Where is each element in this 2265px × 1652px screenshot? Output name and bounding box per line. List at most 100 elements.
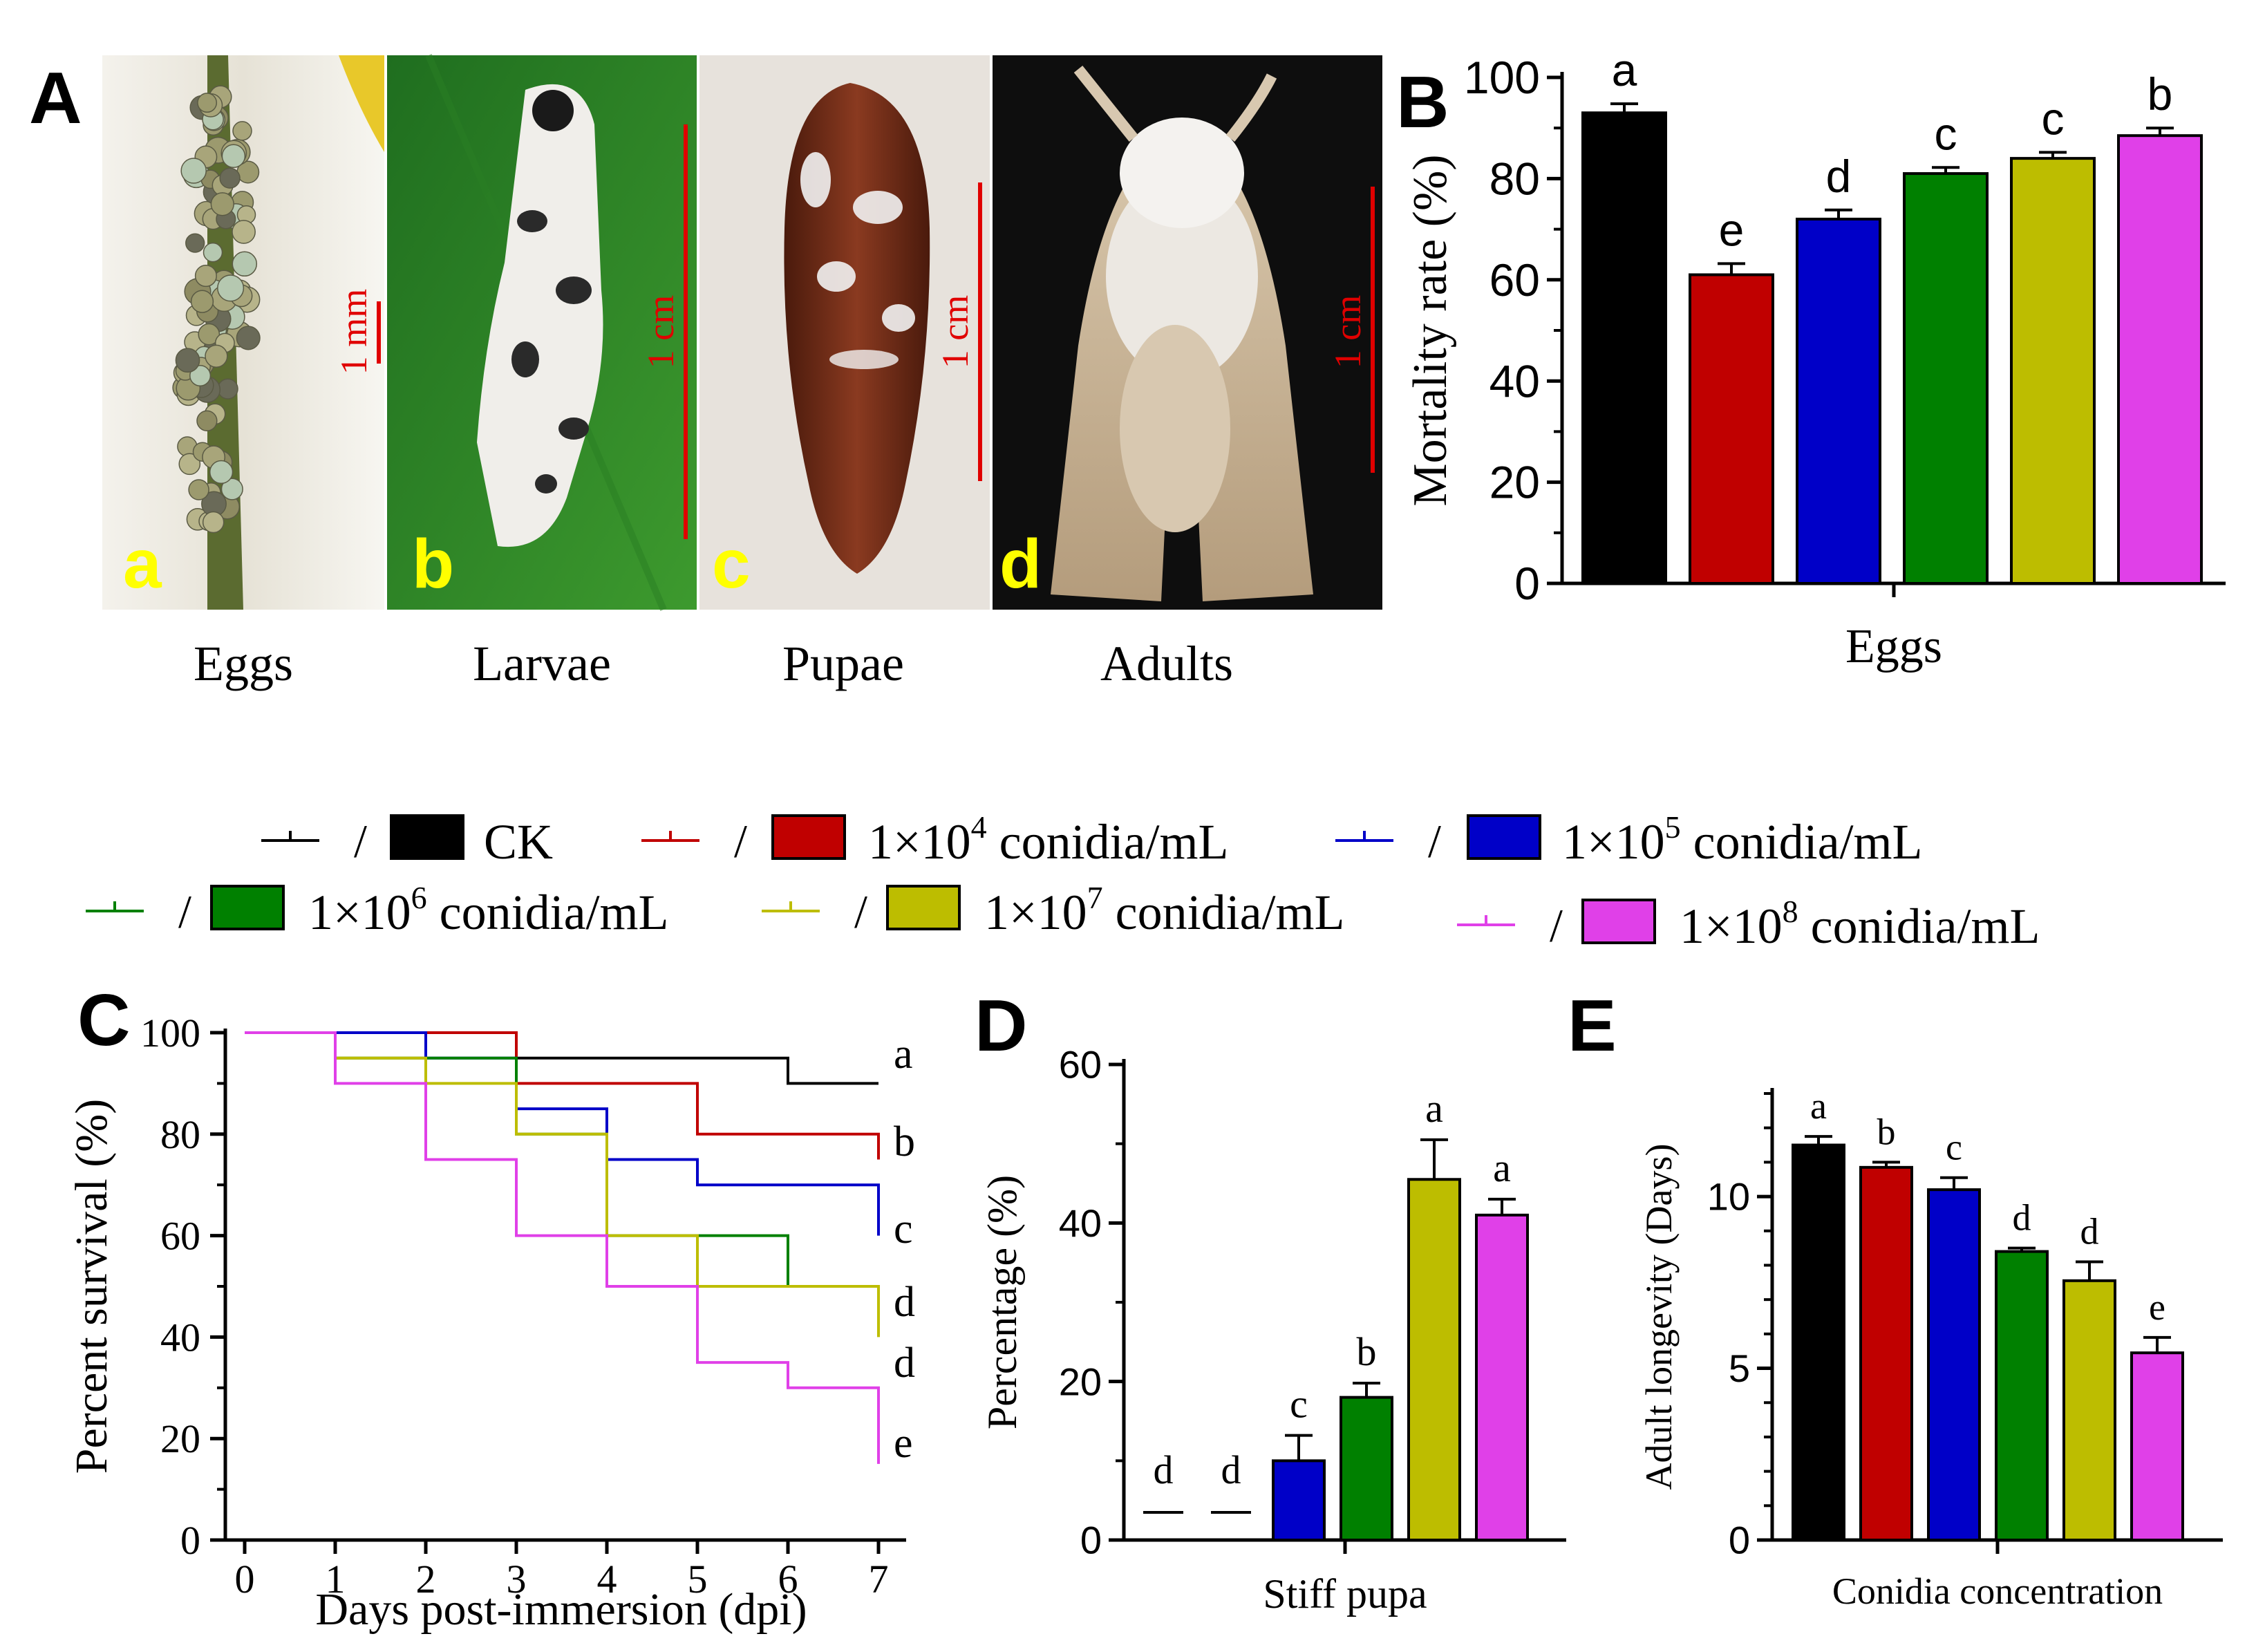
bar (2010, 157, 2096, 585)
legend-label: CK (484, 814, 553, 870)
significance-letter: c (1946, 1127, 1962, 1168)
egg (221, 144, 246, 169)
bar (2130, 1351, 2184, 1541)
legend-slash: / (1428, 815, 1441, 867)
bar (1927, 1188, 1981, 1541)
legend-slash: / (1550, 899, 1563, 952)
survival-line (245, 1031, 880, 1160)
egg (220, 478, 243, 500)
legend-unit: conidia/mL (427, 885, 669, 940)
significance-letter: c (894, 1205, 913, 1252)
photo-caption-larvae: Larvae (473, 636, 611, 691)
legend-slash: / (354, 815, 367, 867)
egg (185, 233, 205, 253)
x-tick-label: 1 (326, 1557, 346, 1602)
significance-letter: b (1357, 1329, 1377, 1374)
egg (203, 242, 223, 263)
egg (198, 323, 220, 346)
legend-unit: conidia/mL (1103, 885, 1345, 940)
legend-exponent: 5 (1665, 809, 1681, 845)
y-tick-label: 40 (160, 1315, 200, 1360)
photo-caption-eggs: Eggs (194, 636, 293, 691)
significance-letter: c (2042, 93, 2065, 144)
panel-label-e: E (1568, 985, 1617, 1067)
x-tick-label: 0 (235, 1557, 255, 1602)
panel-label-a: A (29, 57, 82, 139)
legend-label: 1×106 conidia/mL (308, 880, 669, 940)
significance-letter: e (1719, 204, 1745, 255)
significance-letter: d (894, 1279, 915, 1326)
photo-adults: d 1 cm (993, 55, 1382, 610)
survival-line (245, 1031, 880, 1312)
photo-caption-pupae: Pupae (782, 636, 904, 691)
legend-slash: / (178, 885, 191, 938)
significance-letter: d (1221, 1447, 1241, 1492)
bar (1581, 111, 1667, 585)
legend-label: 1×104 conidia/mL (868, 809, 1229, 870)
y-tick-label: 0 (180, 1518, 200, 1563)
legend-exponent: 4 (971, 809, 987, 845)
legend-base: 1×10 (984, 885, 1087, 940)
egg (196, 410, 218, 431)
chart-e-longevity: 0 5 10 Adult longevity (Days) Conidia concen… (1638, 1085, 2223, 1612)
legend-slash: / (854, 885, 867, 938)
legend-bar-swatch (771, 814, 846, 860)
egg (209, 460, 234, 485)
significance-letter: a (894, 1031, 913, 1078)
significance-letter: d (2080, 1210, 2099, 1252)
photo-larvae: b 1 cm (387, 54, 697, 611)
y-axis-label: Adult longevity (Days) (1638, 1144, 1680, 1490)
y-tick-label: 20 (1059, 1360, 1102, 1403)
egg (219, 167, 241, 189)
bar (2062, 1279, 2116, 1542)
x-axis-label: Eggs (1845, 620, 1942, 673)
y-axis-label: Mortality rate (%) (1404, 154, 1457, 506)
y-tick-label: 80 (1489, 153, 1540, 205)
panel-c: C 0 20 40 60 80 100 0 1 2 3 4 5 6 7 Percent survival (… (66, 979, 915, 1635)
scale-bar-label: 1 cm (934, 295, 976, 368)
x-tick-label: 2 (416, 1557, 436, 1602)
photo-eggs: a 1 mm (102, 55, 384, 610)
significance-letter: e (2149, 1286, 2165, 1328)
photo-pupae: c 1 cm (699, 55, 990, 610)
significance-letter: c (1290, 1382, 1308, 1427)
egg (210, 192, 234, 216)
legend-bar-swatch (1581, 899, 1656, 944)
legend-unit: conidia/mL (987, 814, 1229, 870)
egg (205, 344, 228, 368)
significance-letter: d (1154, 1447, 1174, 1492)
y-axis-label: Percentage (%) (979, 1175, 1025, 1429)
legend-base: 1×10 (1562, 814, 1665, 870)
survival-line (245, 1031, 880, 1236)
panel-e: E 0 5 10 Adult longevity (Days) Conidia conc… (1568, 985, 2223, 1612)
egg (188, 479, 209, 500)
y-tick-label: 20 (160, 1416, 200, 1461)
legend-base: 1×10 (308, 885, 411, 940)
significance-letter: a (1612, 44, 1637, 95)
egg-cluster (172, 85, 261, 534)
significance-letter: d (1826, 151, 1852, 202)
legend-label: 1×105 conidia/mL (1562, 809, 1923, 870)
survival-line (245, 1031, 880, 1464)
y-tick-label: 20 (1489, 457, 1540, 508)
egg (190, 290, 214, 313)
y-tick-label: 60 (1489, 254, 1540, 306)
legend-unit: conidia/mL (1798, 899, 2040, 954)
significance-letter: a (1425, 1086, 1443, 1131)
x-tick-label: 5 (688, 1557, 708, 1602)
egg (232, 220, 256, 244)
legend-bar-swatch (210, 885, 285, 930)
significance-letter: a (1810, 1085, 1827, 1127)
scale-bar-label: 1 mm (333, 289, 375, 375)
x-tick-label: 6 (778, 1557, 798, 1602)
bar (1407, 1178, 1461, 1542)
legend-base: 1×10 (1680, 899, 1783, 954)
panel-label-d: D (975, 985, 1028, 1067)
y-tick-label: 80 (160, 1112, 200, 1157)
legend-bar-swatch (886, 885, 961, 930)
bar (1903, 172, 1989, 585)
legend-unit: conidia/mL (1681, 814, 1923, 870)
legend: / CK/1×104 conidia/mL/1×105 conidia/mL/1×… (86, 809, 2040, 954)
